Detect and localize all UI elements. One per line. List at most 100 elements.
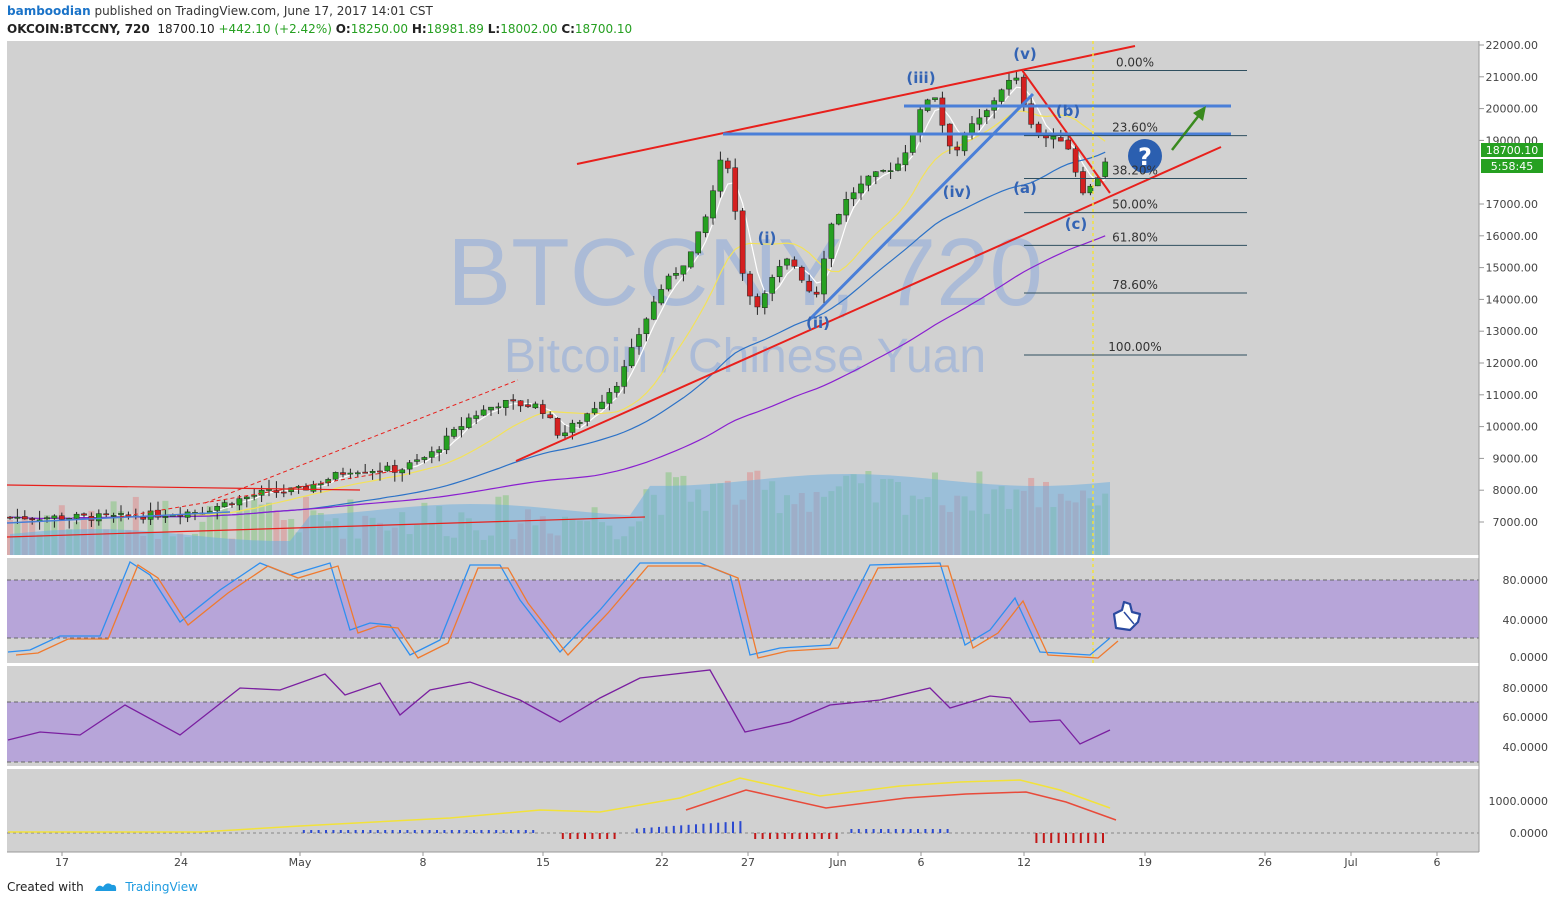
candle-body[interactable] (754, 296, 761, 308)
candle-body[interactable] (917, 109, 924, 136)
candle-body[interactable] (1028, 103, 1035, 125)
candle-body[interactable] (502, 399, 509, 408)
candle-body[interactable] (384, 465, 391, 472)
candle-body[interactable] (29, 518, 36, 520)
candle-body[interactable] (695, 231, 702, 254)
candle-body[interactable] (1080, 171, 1086, 194)
candle-body[interactable] (221, 502, 228, 508)
candle-body[interactable] (747, 273, 753, 297)
dashed-channel-lower[interactable] (119, 469, 401, 518)
candle-body[interactable] (650, 301, 657, 320)
candle-body[interactable] (303, 486, 309, 491)
candle-body[interactable] (510, 399, 517, 402)
candle-body[interactable] (569, 422, 576, 433)
chart-canvas[interactable]: BTCCNY, 720 Bitcoin / Chinese Yuan ? 0.0… (0, 0, 1557, 880)
candle-body[interactable] (406, 462, 413, 470)
candle-body[interactable] (880, 170, 887, 172)
drawings[interactable]: ? (6, 41, 1231, 663)
candle-body[interactable] (1094, 177, 1101, 187)
candle-body[interactable] (687, 251, 694, 268)
candle-body[interactable] (665, 275, 672, 290)
candle-body[interactable] (821, 258, 827, 295)
candle-body[interactable] (798, 266, 805, 281)
candle-body[interactable] (317, 483, 324, 486)
candle-body[interactable] (495, 406, 502, 409)
candle-body[interactable] (673, 273, 679, 276)
candle-body[interactable] (480, 409, 487, 416)
candle-body[interactable] (887, 170, 894, 173)
candle-body[interactable] (517, 400, 524, 407)
candle-body[interactable] (584, 413, 591, 422)
candle-body[interactable] (310, 484, 317, 492)
candle-body[interactable] (1087, 185, 1094, 194)
candle-body[interactable] (628, 347, 635, 367)
candle-body[interactable] (110, 515, 117, 517)
candle-body[interactable] (362, 471, 369, 474)
candle-body[interactable] (428, 451, 435, 458)
wedge-lower-line[interactable] (515, 146, 1222, 462)
dashed-channel-upper[interactable] (204, 379, 519, 504)
candle-body[interactable] (813, 291, 820, 295)
candle-body[interactable] (835, 214, 842, 225)
candle-body[interactable] (998, 89, 1005, 102)
candle-body[interactable] (465, 417, 472, 428)
candle-body[interactable] (81, 513, 87, 516)
candle-body[interactable] (1057, 137, 1064, 142)
candle-body[interactable] (969, 123, 975, 134)
candle-body[interactable] (229, 503, 235, 506)
wedge-upper-line[interactable] (576, 45, 1136, 165)
tradingview-brand[interactable]: TradingView (125, 880, 198, 894)
candle-body[interactable] (621, 366, 628, 387)
candle-body[interactable] (473, 415, 480, 419)
candle-body[interactable] (95, 513, 102, 522)
candle-body[interactable] (658, 289, 665, 304)
candle-body[interactable] (214, 505, 221, 511)
candle-body[interactable] (118, 513, 124, 515)
candle-body[interactable] (280, 491, 287, 494)
candle-body[interactable] (369, 471, 376, 474)
candle-body[interactable] (828, 223, 835, 259)
author-link[interactable]: bamboodian (7, 4, 91, 18)
candle-body[interactable] (562, 432, 568, 437)
candle-body[interactable] (954, 146, 961, 151)
candle-body[interactable] (613, 385, 620, 393)
candle-body[interactable] (21, 516, 28, 520)
candle-body[interactable] (443, 435, 450, 451)
old-resistance-line[interactable] (6, 484, 361, 491)
price-axis[interactable]: 7000.00 8000.00 9000.00 10000.00 11000.00 120… (1479, 39, 1538, 529)
candle-body[interactable] (436, 449, 443, 453)
candle-body[interactable] (865, 175, 872, 186)
old-blue-line[interactable] (6, 511, 231, 524)
candle-body[interactable] (44, 517, 50, 520)
candle-body[interactable] (539, 404, 546, 414)
candle-body[interactable] (1065, 139, 1072, 150)
macd-pane[interactable] (7, 769, 1479, 852)
candle-body[interactable] (1013, 77, 1020, 81)
candle-body[interactable] (451, 428, 457, 437)
candle-body[interactable] (806, 280, 813, 292)
candle-body[interactable] (103, 513, 110, 516)
candle-body[interactable] (58, 515, 65, 520)
candle-body[interactable] (414, 459, 420, 462)
candle-body[interactable] (162, 516, 169, 518)
candle-body[interactable] (961, 133, 968, 152)
candle-body[interactable] (636, 334, 642, 347)
candle-body[interactable] (554, 417, 561, 436)
candle-body[interactable] (14, 516, 21, 519)
candle-body[interactable] (340, 472, 346, 475)
candle-body[interactable] (266, 489, 272, 491)
candle-body[interactable] (421, 457, 428, 460)
candle-body[interactable] (909, 134, 916, 153)
candle-body[interactable] (73, 513, 80, 519)
candle-body[interactable] (1050, 135, 1057, 140)
candle-body[interactable] (702, 216, 709, 234)
candle-body[interactable] (140, 516, 147, 520)
question-icon[interactable] (1128, 139, 1162, 173)
candle-body[interactable] (932, 97, 938, 100)
candle-body[interactable] (680, 265, 687, 275)
candle-body[interactable] (717, 159, 724, 192)
candle-body[interactable] (843, 199, 850, 216)
candle-body[interactable] (591, 408, 598, 414)
candle-body[interactable] (902, 152, 909, 166)
candle-body[interactable] (332, 472, 339, 480)
